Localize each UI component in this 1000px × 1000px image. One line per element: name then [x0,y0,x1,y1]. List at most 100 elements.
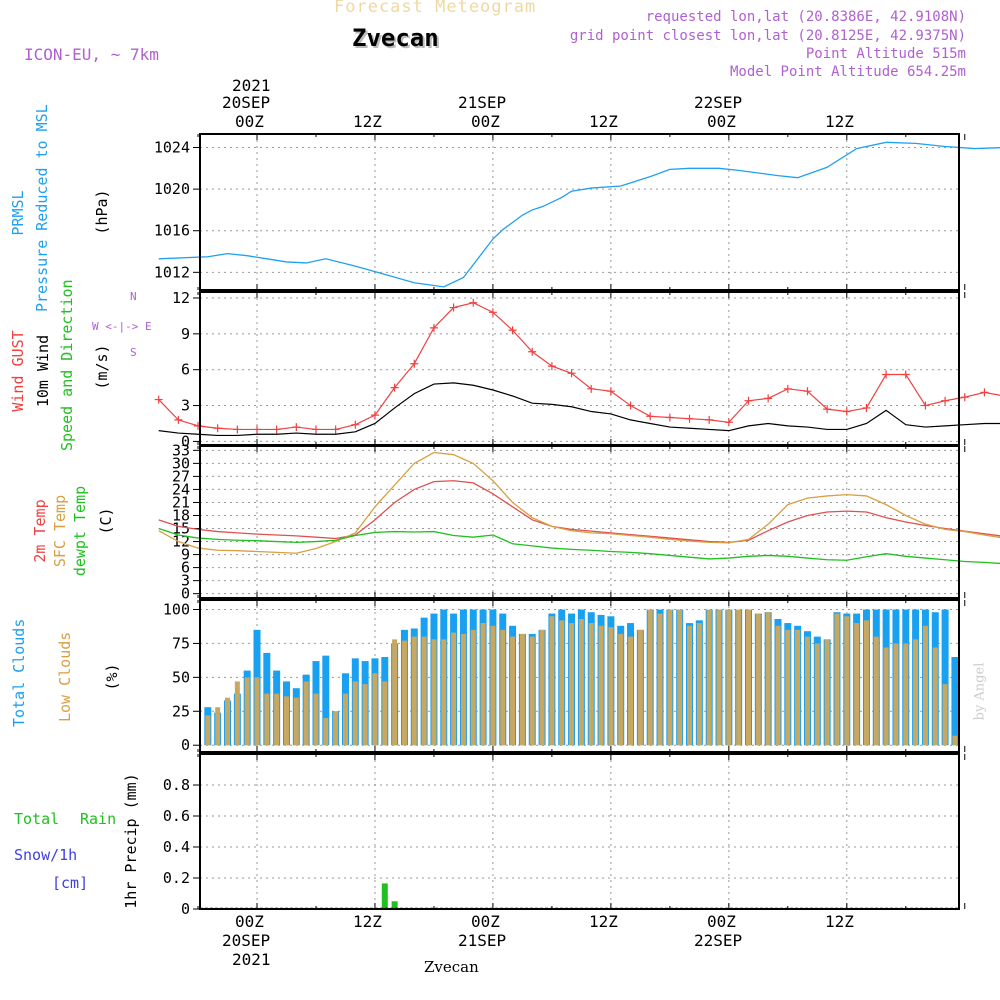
low-cloud-bar [824,639,830,746]
gust-marker [685,414,694,423]
y-tick-label: 24 [172,480,190,498]
y-tick-label: 50 [172,668,190,686]
panel-frame [199,445,960,599]
low-cloud-bar [411,636,417,746]
gust-marker [901,370,910,379]
low-cloud-bar [716,609,722,746]
closest-coords: grid point closest lon,lat (20.8125E, 42… [569,28,966,44]
y-tick-label: 9 [181,546,190,564]
point-altitude: Point Altitude 515m [805,46,966,62]
panel-frame [199,599,960,753]
gust-marker [803,387,812,396]
low-cloud-bar [706,609,712,746]
y-tick-label: 12 [172,533,190,551]
total-cloud-bar [322,655,330,746]
snow-label: Snow/1h [14,846,78,864]
top-tick-label: 12Z [825,112,854,131]
gust-marker [705,415,714,424]
gust-marker [882,370,891,379]
gust-marker [154,395,163,404]
y-tick-label: 3 [181,572,190,590]
y-tick-label: 1020 [154,180,190,198]
bottom-tick-label: 00Z [235,912,264,931]
gust-marker [626,401,635,410]
y-tick-label: 21 [172,493,190,511]
bottom-tick-label: 12Z [589,912,618,931]
gust-marker [646,412,655,421]
y-tick-label: 27 [172,467,190,485]
gust-marker [469,298,478,307]
gust-marker [764,394,773,403]
y-tick-label: 100 [163,601,190,619]
top-tick-label: 00Z [471,112,500,131]
low-cloud-bar [274,693,280,746]
gust-marker [213,424,222,433]
y-tick-label: 3 [181,397,190,415]
top-tick-label: 12Z [589,112,618,131]
low-cloud-bar [480,623,486,746]
low-cloud-bar [303,681,309,746]
low-cloud-bar [431,639,437,746]
gust-marker [174,415,183,424]
low-cloud-bar [726,609,732,746]
y-tick-label: 75 [172,634,190,652]
gust-marker [724,418,733,427]
bottom-date-3: 22SEP [694,931,743,950]
y-tick-label: 1024 [154,139,190,157]
low-cloud-bar [893,643,899,746]
low-cloud-bar [519,633,525,746]
gust-marker [351,420,360,429]
top-date-2: 21SEP [458,93,507,112]
y-tick-label: 12 [172,289,190,307]
gust-marker [941,396,950,405]
low-cloud-bar [283,696,289,746]
bottom-tick-label: 00Z [707,912,736,931]
y-tick-label: 6 [181,559,190,577]
gust-marker [311,425,320,434]
top-date-3: 22SEP [694,93,743,112]
gust-marker [449,303,458,312]
low-cloud-bar [549,616,555,746]
bottom-date-1: 20SEP [222,931,271,950]
snow-unit: [cm] [52,874,89,892]
low-cloud-bar [834,613,840,746]
low-cloud-bar [401,640,407,746]
gust-marker [233,425,242,434]
low-cloud-bar [421,636,427,746]
low-cloud-bar [470,629,476,746]
low-cloud-bar [608,627,614,746]
model-altitude: Model Point Altitude 654.25m [729,64,966,80]
panel-frame [199,133,960,291]
low-cloud-bar [795,629,801,746]
gust-marker [390,383,399,392]
gust-marker [921,401,930,410]
y-tick-label: 1012 [154,263,190,281]
low-cloud-bar [510,636,516,746]
gust-marker [980,388,989,397]
gust-marker [429,323,438,332]
low-cloud-bar [578,619,584,746]
low-cloud-bar [785,629,791,746]
gust-marker [783,384,792,393]
total-label: Total [14,810,60,828]
low-cloud-bar [844,616,850,746]
compass-we: W <-|-> E [92,320,152,333]
low-cloud-bar [746,609,751,746]
footer-location: Zvecan [424,958,479,976]
low-cloud-bar [205,715,211,746]
low-cloud-bar [814,643,820,746]
low-cloud-bar [352,681,358,746]
y-tick-label: 0 [181,585,190,603]
y-tick-label: 0.4 [163,838,190,856]
top-tick-label: 00Z [235,112,264,131]
low-cloud-bar [598,625,604,746]
low-cloud-bar [460,633,466,746]
low-cloud-bar [362,684,368,746]
low-cloud-bar [687,625,693,746]
gust-marker [508,326,517,335]
gust-marker [744,396,753,405]
y-tick-label: 0.2 [163,869,190,887]
low-cloud-bar [696,623,702,746]
gust-marker [292,423,301,432]
y-tick-label: 6 [181,361,190,379]
